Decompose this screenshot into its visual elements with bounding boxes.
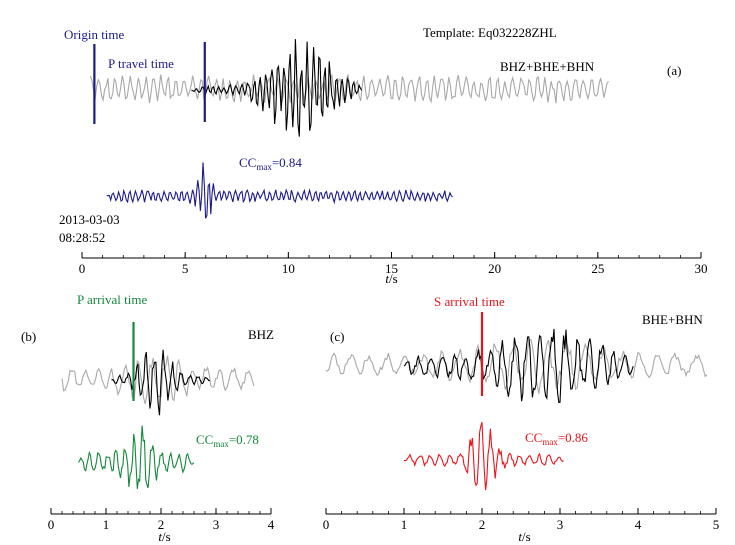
cc-sub: max xyxy=(542,437,558,447)
panel-a-markers xyxy=(93,42,206,124)
cc-value: =0.86 xyxy=(558,430,589,445)
x-tick-label: 30 xyxy=(695,261,708,276)
cc-value: =0.84 xyxy=(272,155,303,170)
panel-b-components-label: BHZ xyxy=(248,327,274,342)
panel-a-xlabel-t: t xyxy=(385,271,389,286)
panel-b-xlabel-unit: /s xyxy=(162,529,171,544)
panel-c-cc-label: CCmax=0.86 xyxy=(525,430,588,447)
chart-title: Template: Eq032228ZHL xyxy=(423,25,557,40)
panel-c-xlabel-t: t xyxy=(518,529,522,544)
panel-b-waveforms xyxy=(61,349,255,489)
x-tick-label: 0 xyxy=(323,517,330,532)
event-time: 08:28:52 xyxy=(59,230,105,245)
cc-prefix: CC xyxy=(196,432,213,447)
panel-c: S arrival time (c) BHE+BHN CCmax=0.86 0 1… xyxy=(323,294,720,544)
detected-waveform-trace xyxy=(106,162,453,219)
detected-waveform-trace xyxy=(78,425,195,489)
x-tick-label: 0 xyxy=(79,261,86,276)
panel-b-cc-label: CCmax=0.78 xyxy=(196,432,259,449)
x-tick-label: 3 xyxy=(557,517,564,532)
panel-c-label: (c) xyxy=(330,329,344,344)
x-tick-label: 15 xyxy=(385,261,398,276)
cc-sub: max xyxy=(256,162,272,172)
panel-a-cc-label: CCmax=0.84 xyxy=(239,155,302,172)
x-tick-label: 4 xyxy=(635,517,642,532)
x-tick-label: 20 xyxy=(488,261,501,276)
x-tick-label: 2 xyxy=(158,517,165,532)
panel-a-waveforms xyxy=(89,39,610,219)
x-tick-label: 2 xyxy=(479,517,486,532)
panel-b-x-axis: 0 1 2 3 4 xyxy=(48,508,275,532)
p-travel-time-label: P travel time xyxy=(108,56,174,71)
panel-b-xlabel-t: t xyxy=(158,529,162,544)
x-tick-label: 5 xyxy=(182,261,189,276)
panel-c-waveforms xyxy=(325,328,708,491)
template-trace xyxy=(111,349,210,416)
x-tick-label: 1 xyxy=(401,517,408,532)
event-date: 2013-03-03 xyxy=(59,212,120,227)
x-tick-label: 4 xyxy=(268,517,275,532)
panel-a-label: (a) xyxy=(667,63,681,78)
template-trace xyxy=(191,39,363,137)
s-arrival-time-label: S arrival time xyxy=(434,294,505,309)
detected-waveform-trace xyxy=(403,422,564,491)
x-tick-label: 5 xyxy=(713,517,720,532)
x-tick-label: 0 xyxy=(48,517,55,532)
panel-b-label: (b) xyxy=(21,329,36,344)
template-trace xyxy=(403,328,634,404)
panel-c-x-axis: 0 1 2 3 4 5 xyxy=(323,508,720,532)
cc-prefix: CC xyxy=(239,155,256,170)
cc-sub: max xyxy=(213,439,229,449)
cc-value: =0.78 xyxy=(229,432,259,447)
x-tick-label: 3 xyxy=(213,517,220,532)
p-arrival-time-label: P arrival time xyxy=(77,292,148,307)
continuous-record-trace xyxy=(325,338,708,394)
panel-a-xlabel-unit: /s xyxy=(389,271,398,286)
x-tick-label: 25 xyxy=(591,261,604,276)
origin-time-label: Origin time xyxy=(64,27,125,42)
panel-a: Origin time P travel time Template: Eq03… xyxy=(59,25,708,286)
cc-prefix: CC xyxy=(525,430,542,445)
panel-c-xlabel-unit: /s xyxy=(522,529,531,544)
panel-c-components-label: BHE+BHN xyxy=(642,312,703,327)
x-tick-label: 10 xyxy=(282,261,295,276)
panel-a-x-axis: 0 5 10 15 20 25 30 xyxy=(79,252,708,276)
x-tick-label: 1 xyxy=(103,517,110,532)
panel-a-components-label: BHZ+BHE+BHN xyxy=(500,59,595,74)
